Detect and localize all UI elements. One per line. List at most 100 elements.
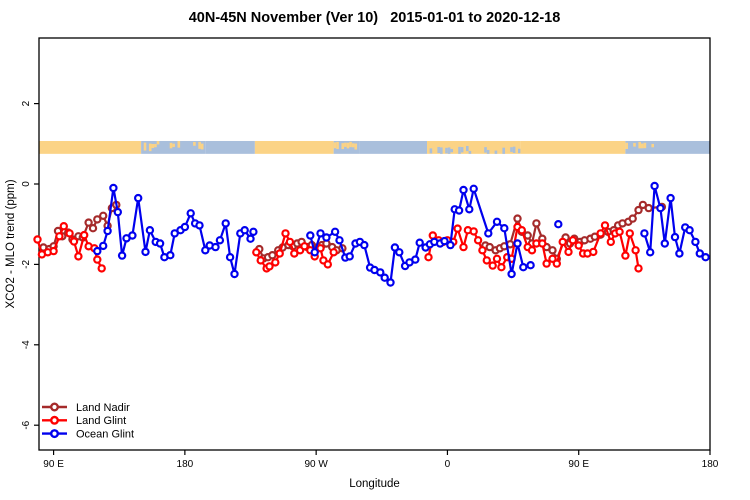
band-coast-speckle — [148, 143, 152, 152]
band-coast-speckle — [198, 141, 201, 149]
data-point-land-glint — [256, 256, 265, 265]
x-tick-label: 90 W — [304, 459, 328, 470]
data-point-ocean-glint — [133, 193, 143, 203]
data-point-ocean-glint — [650, 181, 659, 191]
data-point-ocean-glint — [507, 269, 516, 279]
data-point-ocean-glint — [554, 219, 563, 229]
x-axis-label: Longitude — [349, 478, 400, 490]
band-ocean-segment — [205, 140, 255, 154]
data-point-ocean-glint — [211, 242, 220, 252]
data-point-ocean-glint — [195, 221, 204, 230]
data-point-land-nadir — [644, 203, 653, 213]
band-coast-speckle — [437, 146, 441, 154]
data-point-land-glint — [527, 246, 537, 255]
data-point-land-glint — [300, 242, 309, 251]
data-point-land-glint — [621, 251, 630, 260]
data-point-ocean-glint — [454, 206, 464, 215]
data-point-ocean-glint — [310, 248, 319, 257]
data-point-land-nadir — [532, 219, 541, 228]
data-point-land-glint — [93, 255, 102, 264]
x-axis: 90 E 180 90 W 0 90 E 180 — [43, 450, 719, 470]
data-point-land-glint — [492, 254, 502, 263]
data-point-land-nadir — [84, 218, 93, 227]
land-ocean-map-band — [39, 140, 710, 154]
data-point-ocean-glint — [330, 227, 340, 236]
data-point-ocean-glint — [691, 237, 700, 247]
band-coast-speckle — [156, 141, 160, 145]
band-coast-speckle — [484, 147, 487, 153]
band-coast-speckle — [633, 143, 636, 147]
data-point-land-glint — [79, 230, 89, 240]
data-point-land-glint — [568, 236, 578, 245]
band-coast-speckle — [486, 149, 490, 154]
data-point-land-nadir — [548, 246, 557, 255]
data-point-ocean-glint — [390, 243, 400, 252]
data-point-ocean-glint — [386, 278, 395, 287]
data-point-ocean-glint — [701, 253, 710, 262]
band-coast-speckle — [346, 142, 350, 149]
band-coast-speckle — [445, 147, 448, 154]
band-coast-speckle — [354, 143, 358, 150]
x-tick-label: 180 — [177, 459, 194, 470]
data-point-ocean-glint — [513, 239, 522, 248]
data-point-land-nadir — [98, 211, 108, 220]
data-point-land-glint — [634, 264, 643, 273]
data-point-ocean-glint — [316, 229, 325, 238]
data-point-ocean-glint — [117, 251, 127, 260]
x-tick-label: 180 — [702, 459, 719, 470]
data-point-land-nadir — [88, 223, 98, 233]
legend-label: Land Glint — [76, 415, 126, 427]
data-point-land-nadir — [628, 214, 637, 223]
data-point-ocean-glint — [335, 236, 344, 245]
data-point-land-glint — [428, 231, 437, 240]
y-axis: 2 0 -2 -4 -6 — [21, 100, 39, 430]
y-tick-label: -4 — [21, 340, 32, 349]
data-point-ocean-glint — [670, 232, 680, 242]
band-ocean-segment — [657, 140, 710, 154]
band-coast-speckle — [643, 142, 647, 149]
data-point-ocean-glint — [249, 227, 258, 236]
data-point-land-glint — [65, 229, 74, 238]
band-coast-speckle — [512, 146, 516, 153]
data-point-ocean-glint — [360, 240, 369, 250]
data-point-land-glint — [542, 259, 551, 268]
chart-title: 40N-45N November (Ver 10) 2015-01-01 to … — [188, 10, 561, 26]
data-point-ocean-glint — [180, 222, 190, 232]
data-point-land-glint — [59, 221, 69, 231]
data-point-land-glint — [558, 237, 567, 247]
series-ocean-glint — [93, 181, 710, 287]
data-point-land-glint — [625, 229, 635, 238]
band-coast-speckle — [440, 147, 443, 154]
data-point-land-glint — [589, 247, 598, 257]
data-point-ocean-glint — [395, 248, 404, 257]
data-point-ocean-glint — [128, 231, 137, 240]
data-point-ocean-glint — [440, 236, 449, 246]
data-point-ocean-glint — [376, 268, 385, 277]
data-point-ocean-glint — [446, 240, 455, 250]
band-coast-speckle — [172, 143, 175, 148]
band-coast-speckle — [651, 143, 654, 148]
x-tick-label: 90 E — [568, 459, 589, 470]
legend-marker-swatch — [50, 415, 60, 425]
data-point-land-glint — [55, 232, 64, 241]
band-coast-speckle — [625, 142, 628, 150]
data-point-ocean-glint — [519, 263, 528, 272]
data-point-land-glint — [316, 244, 325, 253]
data-point-land-glint — [538, 239, 547, 248]
y-tick-label: 0 — [21, 181, 32, 187]
band-coast-speckle — [460, 147, 464, 153]
legend-marker-swatch — [50, 429, 60, 439]
legend-label: Ocean Glint — [76, 428, 134, 440]
data-point-ocean-glint — [640, 229, 649, 238]
data-point-land-glint — [596, 229, 605, 238]
data-point-land-glint — [33, 235, 42, 244]
data-point-land-glint — [574, 241, 583, 250]
band-coast-speckle — [351, 143, 355, 148]
data-point-ocean-glint — [459, 185, 468, 195]
data-point-ocean-glint — [145, 225, 155, 235]
data-point-ocean-glint — [322, 233, 331, 242]
band-coast-speckle — [349, 141, 352, 148]
data-point-ocean-glint — [685, 225, 694, 235]
data-point-ocean-glint — [465, 205, 474, 214]
